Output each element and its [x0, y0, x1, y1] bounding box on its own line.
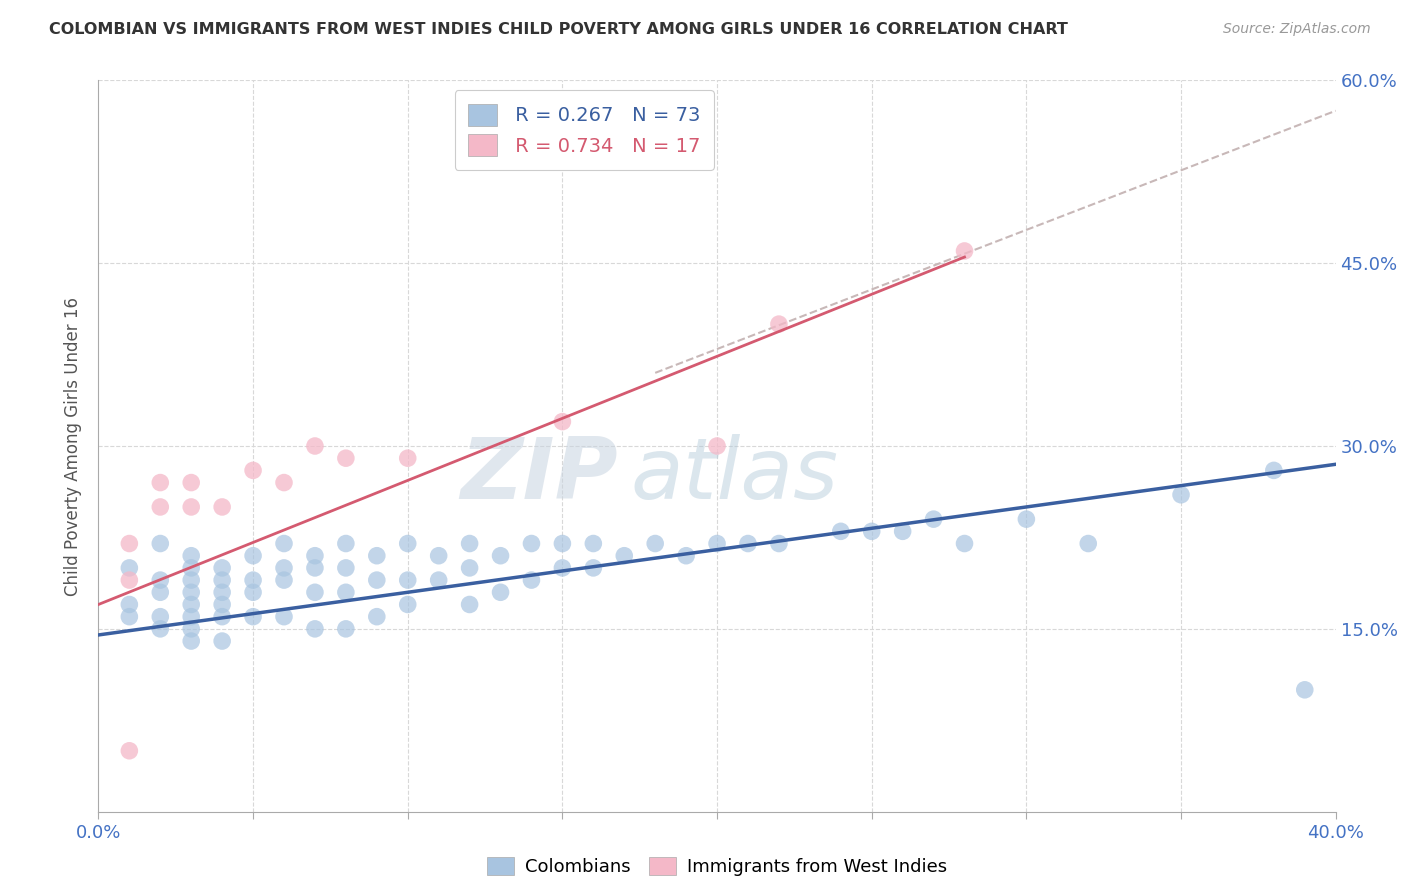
Point	[922, 512, 945, 526]
Point	[118, 561, 141, 575]
Point	[118, 744, 141, 758]
Point	[149, 585, 172, 599]
Text: Source: ZipAtlas.com: Source: ZipAtlas.com	[1223, 22, 1371, 37]
Point	[273, 561, 295, 575]
Point	[1077, 536, 1099, 550]
Point	[335, 622, 357, 636]
Point	[582, 561, 605, 575]
Point	[1294, 682, 1316, 697]
Point	[211, 573, 233, 587]
Point	[118, 598, 141, 612]
Point	[366, 609, 388, 624]
Point	[427, 573, 450, 587]
Point	[211, 634, 233, 648]
Point	[211, 598, 233, 612]
Point	[304, 622, 326, 636]
Point	[149, 609, 172, 624]
Point	[737, 536, 759, 550]
Point	[706, 536, 728, 550]
Point	[118, 536, 141, 550]
Point	[242, 573, 264, 587]
Point	[768, 536, 790, 550]
Point	[335, 561, 357, 575]
Text: COLOMBIAN VS IMMIGRANTS FROM WEST INDIES CHILD POVERTY AMONG GIRLS UNDER 16 CORR: COLOMBIAN VS IMMIGRANTS FROM WEST INDIES…	[49, 22, 1069, 37]
Point	[953, 244, 976, 258]
Point	[273, 573, 295, 587]
Y-axis label: Child Poverty Among Girls Under 16: Child Poverty Among Girls Under 16	[65, 296, 83, 596]
Point	[335, 536, 357, 550]
Point	[180, 500, 202, 514]
Point	[242, 463, 264, 477]
Legend: Colombians, Immigrants from West Indies: Colombians, Immigrants from West Indies	[479, 849, 955, 883]
Point	[396, 573, 419, 587]
Point	[211, 561, 233, 575]
Point	[582, 536, 605, 550]
Point	[860, 524, 883, 539]
Point	[180, 598, 202, 612]
Point	[458, 536, 481, 550]
Point	[180, 573, 202, 587]
Point	[118, 609, 141, 624]
Point	[489, 585, 512, 599]
Point	[242, 549, 264, 563]
Point	[458, 598, 481, 612]
Point	[149, 500, 172, 514]
Point	[366, 573, 388, 587]
Point	[180, 634, 202, 648]
Point	[180, 561, 202, 575]
Point	[149, 475, 172, 490]
Point	[520, 536, 543, 550]
Point	[1263, 463, 1285, 477]
Point	[427, 549, 450, 563]
Point	[304, 585, 326, 599]
Point	[180, 609, 202, 624]
Point	[180, 585, 202, 599]
Text: ZIP: ZIP	[460, 434, 619, 516]
Point	[335, 585, 357, 599]
Point	[180, 549, 202, 563]
Point	[118, 573, 141, 587]
Point	[304, 549, 326, 563]
Point	[768, 317, 790, 331]
Point	[304, 561, 326, 575]
Point	[551, 415, 574, 429]
Point	[613, 549, 636, 563]
Point	[1170, 488, 1192, 502]
Point	[830, 524, 852, 539]
Point	[644, 536, 666, 550]
Point	[242, 609, 264, 624]
Point	[520, 573, 543, 587]
Point	[242, 585, 264, 599]
Point	[396, 598, 419, 612]
Point	[304, 439, 326, 453]
Point	[891, 524, 914, 539]
Point	[180, 475, 202, 490]
Point	[366, 549, 388, 563]
Point	[211, 609, 233, 624]
Point	[211, 500, 233, 514]
Point	[551, 536, 574, 550]
Point	[273, 609, 295, 624]
Point	[273, 475, 295, 490]
Point	[675, 549, 697, 563]
Point	[149, 622, 172, 636]
Point	[953, 536, 976, 550]
Point	[335, 451, 357, 466]
Point	[489, 549, 512, 563]
Text: atlas: atlas	[630, 434, 838, 516]
Point	[149, 536, 172, 550]
Point	[458, 561, 481, 575]
Point	[706, 439, 728, 453]
Point	[211, 585, 233, 599]
Point	[396, 451, 419, 466]
Point	[396, 536, 419, 550]
Point	[1015, 512, 1038, 526]
Point	[149, 573, 172, 587]
Point	[180, 622, 202, 636]
Point	[551, 561, 574, 575]
Point	[273, 536, 295, 550]
